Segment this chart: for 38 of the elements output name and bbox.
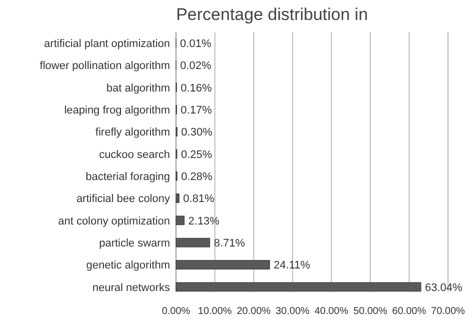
x-tick-label: 0.00% <box>162 306 190 317</box>
y-tick-label: bat algorithm <box>106 82 170 94</box>
data-label: 0.81% <box>183 193 215 206</box>
y-tick-label: flower pollination algorithm <box>40 60 170 72</box>
data-label: 8.71% <box>214 237 246 250</box>
data-label: 24.11% <box>274 260 310 272</box>
y-tick-label: neural networks <box>92 282 170 294</box>
y-tick-label: firefly algorithm <box>95 126 170 139</box>
x-tick-label: 40.00% <box>314 306 348 317</box>
data-label: 0.02% <box>180 60 212 72</box>
y-tick-label: ant colony optimization <box>58 215 170 228</box>
y-tick-label: cuckoo search <box>99 148 170 161</box>
x-tick-label: 50.00% <box>353 306 388 317</box>
bar <box>176 194 180 203</box>
x-tick-label: 10.00% <box>198 306 232 317</box>
chart-title: Percentage distribution in <box>176 5 368 24</box>
y-tick-label: genetic algorithm <box>86 260 170 272</box>
y-tick-label: artificial plant optimization <box>44 38 170 50</box>
bar <box>176 238 210 248</box>
bar <box>176 216 185 226</box>
data-label: 0.25% <box>180 148 212 161</box>
y-tick-label: leaping frog algorithm <box>64 104 170 116</box>
data-label: 0.17% <box>180 104 212 116</box>
data-label: 63.04% <box>424 282 462 294</box>
x-tick-label: 30.00% <box>276 306 310 317</box>
y-tick-label: artificial bee colony <box>76 193 170 206</box>
bar <box>176 282 422 292</box>
data-label: 0.30% <box>181 126 213 139</box>
y-tick-label: particle swarm <box>99 237 170 250</box>
x-tick-label: 20.00% <box>236 306 271 317</box>
bar <box>176 260 270 270</box>
data-label: 2.13% <box>188 215 220 228</box>
data-label: 0.16% <box>180 82 212 94</box>
y-tick-label: bacterial foraging <box>86 170 170 183</box>
x-tick-label: 60.00% <box>392 306 426 317</box>
data-label: 0.28% <box>181 170 212 183</box>
data-label: 0.01% <box>180 38 212 50</box>
x-tick-label: 70.00% <box>431 306 466 317</box>
